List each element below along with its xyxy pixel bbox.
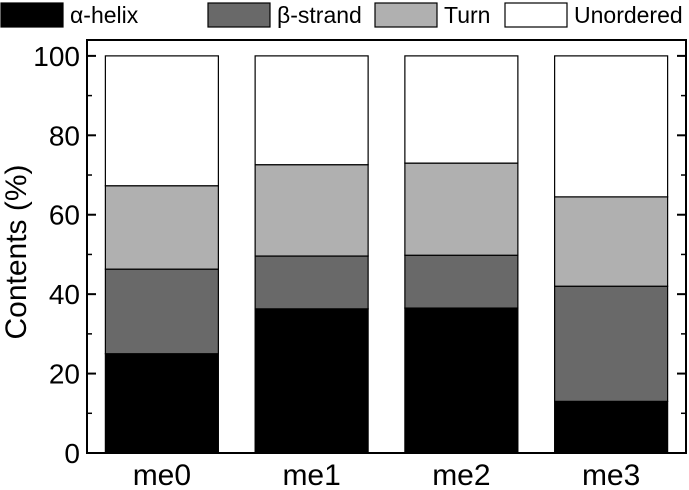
legend-label-helix: α-helix xyxy=(70,2,139,28)
y-axis-label: Contents (%) xyxy=(0,164,33,339)
x-tick-label-me3: me3 xyxy=(582,459,640,490)
bar-me3-strand xyxy=(554,285,669,402)
y-tick-label-20: 20 xyxy=(49,359,80,390)
bar-me0-turn xyxy=(104,185,219,270)
legend-swatch-unordered xyxy=(504,2,568,28)
bar-me3-turn xyxy=(554,196,669,287)
legend-swatch-turn xyxy=(374,2,438,28)
x-tick-label-me0: me0 xyxy=(133,459,191,490)
y-tick-label-60: 60 xyxy=(49,200,80,231)
bar-me0-unordered xyxy=(104,55,219,187)
bar-me1-turn xyxy=(254,164,369,257)
bar-me2-turn xyxy=(404,162,519,256)
legend-swatch-helix xyxy=(0,2,64,28)
bar-me2-unordered xyxy=(404,55,519,164)
plot-frame xyxy=(86,39,687,454)
legend-label-unordered: Unordered xyxy=(574,2,683,28)
y-tick-label-0: 0 xyxy=(64,438,80,469)
legend-swatch-strand xyxy=(207,2,271,28)
bar-me1-helix xyxy=(254,308,369,454)
bar-me3-unordered xyxy=(554,55,669,198)
y-axis: 0 20 40 60 80 100 xyxy=(33,41,686,469)
legend-label-turn: Turn xyxy=(444,2,490,28)
bar-me2-helix xyxy=(404,307,519,454)
x-tick-label-me1: me1 xyxy=(282,459,340,490)
legend-label-strand: β-strand xyxy=(277,2,362,28)
bar-me1-strand xyxy=(254,255,369,310)
y-tick-label-40: 40 xyxy=(49,279,80,310)
legend: α-helix β-strand Turn Unordered xyxy=(0,2,683,28)
bar-me1-unordered xyxy=(254,55,369,166)
bar-me0-strand xyxy=(104,268,219,355)
x-axis: me0 me1 me2 me3 xyxy=(133,444,640,490)
y-tick-label-80: 80 xyxy=(49,120,80,151)
bar-me0-helix xyxy=(104,353,219,454)
y-tick-label-100: 100 xyxy=(33,41,80,72)
bars xyxy=(104,55,669,454)
bar-me2-strand xyxy=(404,254,519,309)
x-tick-label-me2: me2 xyxy=(432,459,490,490)
